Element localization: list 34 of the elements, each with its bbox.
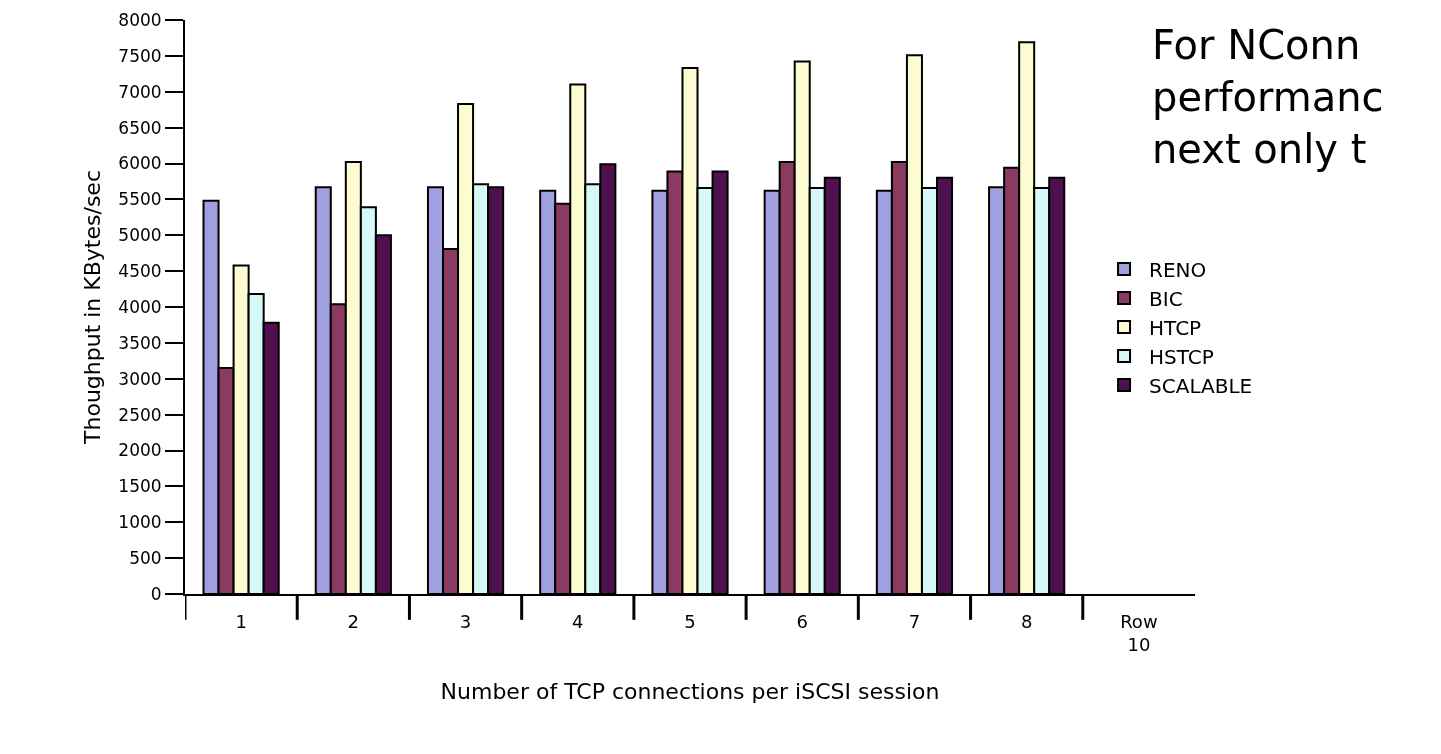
- y-tick-label: 4500: [118, 261, 162, 282]
- x-tick-label: 4: [572, 610, 584, 632]
- y-tick-label: 2000: [118, 440, 162, 461]
- y-tick-label: 5500: [118, 189, 162, 210]
- legend-label: SCALABLE: [1149, 373, 1253, 398]
- y-tick-label: 500: [129, 548, 162, 569]
- x-tick-label: Row 10: [1120, 610, 1158, 655]
- y-tick-label: 6000: [118, 153, 162, 174]
- y-tick-label: 5000: [118, 225, 162, 246]
- y-axis-title: Thoughput in KBytes/sec: [79, 170, 105, 445]
- y-tick-label: 3500: [118, 332, 162, 353]
- x-tick-label: 8: [1020, 610, 1033, 632]
- x-tick-label: 6: [796, 610, 808, 632]
- y-tick-label: 7000: [118, 81, 162, 102]
- x-tick-label: 3: [459, 610, 472, 632]
- legend-label: BIC: [1149, 286, 1183, 311]
- y-tick-label: 0: [150, 583, 162, 604]
- x-axis-title: Number of TCP connections per iSCSI session: [440, 679, 940, 705]
- y-tick-label: 1500: [118, 476, 162, 497]
- y-tick-label: 1000: [118, 512, 162, 533]
- x-tick-label: 5: [684, 610, 696, 632]
- y-tick-label: 6500: [118, 117, 162, 138]
- x-tick-label: 1: [235, 610, 247, 632]
- y-tick-label: 2500: [118, 404, 162, 425]
- y-tick-label: 8000: [118, 9, 162, 30]
- legend-label: HTCP: [1149, 315, 1202, 340]
- annotation: For NConn performanc next only t: [1152, 22, 1384, 172]
- x-tick-label: 7: [908, 610, 921, 632]
- legend-label: RENO: [1149, 257, 1207, 282]
- y-tick-label: 7500: [118, 45, 162, 66]
- x-tick-label: 2: [347, 610, 360, 632]
- y-tick-label: 3000: [118, 368, 162, 389]
- legend-label: HSTCP: [1149, 344, 1214, 369]
- y-tick-label: 4000: [118, 296, 162, 317]
